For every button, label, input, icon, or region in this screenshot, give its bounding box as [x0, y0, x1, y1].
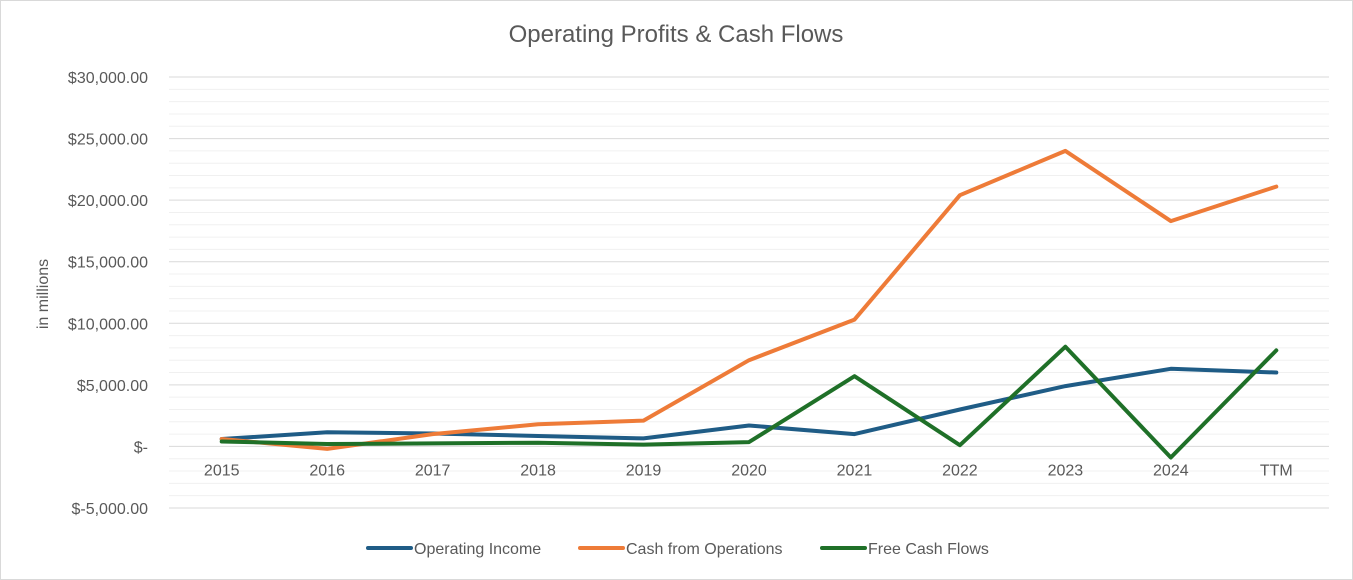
x-tick-label: 2020	[731, 462, 767, 479]
y-tick-label: $5,000.00	[77, 378, 148, 395]
minor-gridlines	[169, 88, 1329, 497]
y-tick-label: $25,000.00	[68, 132, 148, 149]
x-tick-label: 2021	[837, 462, 873, 479]
x-tick-label: 2022	[942, 462, 978, 479]
x-tick-label: 2023	[1048, 462, 1084, 479]
chart-title: Operating Profits & Cash Flows	[509, 21, 844, 48]
series-lines	[219, 148, 1279, 460]
x-axis-ticks: 2015 2016 2017 2018 2019 2020 2021 2022 2023 2024…	[204, 462, 1293, 479]
y-axis-title: in millions	[35, 259, 52, 329]
y-tick-label: $20,000.00	[68, 193, 148, 210]
series-line-cash-from-operations	[219, 148, 1279, 451]
y-tick-label: $-5,000.00	[71, 501, 148, 518]
x-tick-label: 2024	[1153, 462, 1189, 479]
y-tick-label: $15,000.00	[68, 255, 148, 272]
major-gridlines	[169, 76, 1329, 509]
x-tick-label: TTM	[1260, 462, 1293, 479]
series-line-operating-income	[219, 366, 1279, 441]
y-tick-label: $10,000.00	[68, 316, 148, 333]
x-tick-label: 2016	[309, 462, 345, 479]
series-line-free-cash-flows	[219, 344, 1279, 460]
x-tick-label: 2017	[415, 462, 451, 479]
legend-label: Free Cash Flows	[868, 541, 989, 558]
legend-label: Cash from Operations	[626, 541, 783, 558]
x-tick-label: 2019	[626, 462, 662, 479]
legend-label: Operating Income	[414, 541, 541, 558]
x-tick-label: 2015	[204, 462, 240, 479]
y-tick-label: $30,000.00	[68, 70, 148, 87]
y-axis-ticks: $-5,000.00 $- $5,000.00 $10,000.00 $15,000.0…	[68, 70, 148, 518]
x-tick-label: 2018	[520, 462, 556, 479]
legend: Operating Income Cash from Operations Free…	[366, 541, 989, 558]
y-tick-label: $-	[134, 439, 148, 456]
